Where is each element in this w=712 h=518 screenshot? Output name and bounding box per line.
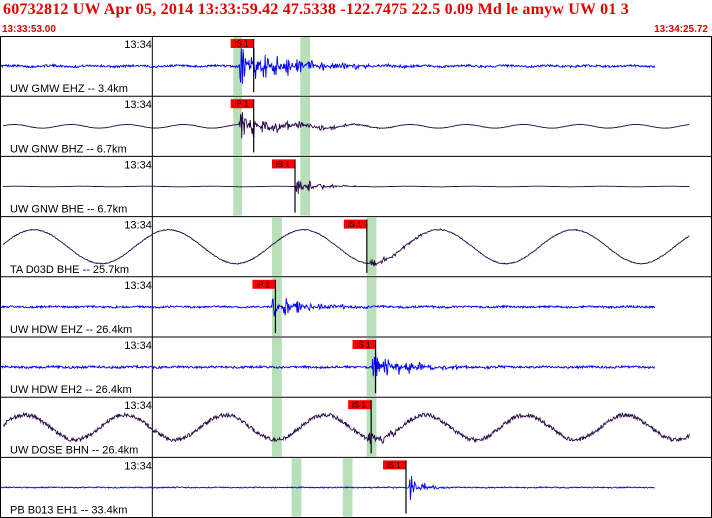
time-tick-label: 13:34	[124, 460, 152, 472]
analysis-window	[233, 37, 242, 96]
waveform	[0, 298, 656, 317]
time-tick-label: 13:34	[124, 220, 152, 232]
waveform	[2, 112, 690, 139]
waveform	[3, 411, 690, 444]
trace-row: 13:34 iP 1 UW HDW EHZ -- 26.4km	[0, 276, 712, 338]
time-tick-label: 13:34	[124, 400, 152, 412]
waveform	[0, 475, 655, 501]
pick-label: iS 1	[348, 220, 362, 229]
time-tick-label: 13:34	[124, 280, 152, 292]
pick-label: iP 1	[235, 100, 249, 109]
analysis-window	[272, 277, 282, 336]
window-end-time: 13:34:25.72	[654, 24, 708, 35]
station-label: UW HDW EH2 -- 26.4km	[10, 384, 132, 396]
pick-flag	[272, 159, 296, 169]
trace-row: 13:34 iS 1 TA D03D BHE -- 25.7km	[0, 216, 712, 278]
station-label: TA D03D BHE -- 25.7km	[10, 264, 129, 276]
station-label: PB B013 EH1 -- 33.4km	[10, 505, 127, 517]
seismogram-panel: 13:34 iS 1 UW GMW EHZ -- 3.4km 13:34 iP 1 UW …	[0, 36, 712, 518]
trace-row: 13:34 iS 1 UW GMW EHZ -- 3.4km	[0, 36, 712, 97]
pick-flag	[382, 460, 406, 470]
pick-flag	[352, 340, 376, 349]
trace-row: 13:34 iS 1 PB B013 EH1 -- 33.4km	[0, 457, 712, 518]
analysis-window	[300, 157, 311, 216]
pick-flag	[348, 400, 372, 410]
waveform	[2, 228, 690, 267]
time-tick-label: 13:34	[124, 39, 152, 51]
trace-row: 13:34 iS 1 UW GNW BHE -- 6.7km	[0, 156, 712, 218]
trace-row: 13:34 iP 1 UW GNW BHZ -- 6.7km	[0, 96, 712, 157]
station-label: UW DOSE BHN -- 26.4km	[10, 444, 138, 456]
window-start-time: 13:33:53.00	[2, 24, 56, 35]
waveform	[0, 352, 656, 377]
time-tick-label: 13:34	[124, 340, 152, 352]
pick-label: iS 1	[276, 160, 290, 169]
pick-flag	[252, 279, 276, 289]
analysis-window	[272, 398, 282, 457]
time-tick-label: 13:34	[124, 159, 152, 171]
time-tick-label: 13:34	[124, 99, 152, 111]
station-label: UW GMW EHZ -- 3.4km	[10, 83, 128, 95]
analysis-window	[366, 217, 377, 276]
trace-row: 13:34 iS 1 UW HDW EH2 -- 26.4km	[0, 337, 712, 398]
event-header: 60732812 UW Apr 05, 2014 13:33:59.42 47.…	[0, 0, 712, 36]
pick-label: iS 1	[357, 341, 371, 350]
station-label: UW GNW BHE -- 6.7km	[10, 204, 127, 216]
pick-label: iS 1	[235, 40, 249, 49]
analysis-window	[272, 217, 282, 276]
analysis-window	[233, 97, 242, 156]
station-label: UW GNW BHZ -- 6.7km	[10, 143, 127, 155]
pick-flag	[230, 39, 254, 48]
pick-label: iS 1	[387, 461, 401, 470]
waveform	[3, 180, 690, 194]
pick-flag	[343, 219, 367, 229]
event-title: 60732812 UW Apr 05, 2014 13:33:59.42 47.…	[3, 1, 629, 18]
analysis-window	[300, 37, 311, 96]
waveform	[0, 47, 656, 84]
pick-flag	[230, 99, 254, 109]
station-label: UW HDW EHZ -- 26.4km	[10, 324, 132, 336]
trace-row: 13:34 iS 1 UW DOSE BHN -- 26.4km	[0, 397, 712, 458]
pick-label: iS 1	[352, 401, 366, 410]
pick-label: iP 1	[256, 280, 270, 289]
